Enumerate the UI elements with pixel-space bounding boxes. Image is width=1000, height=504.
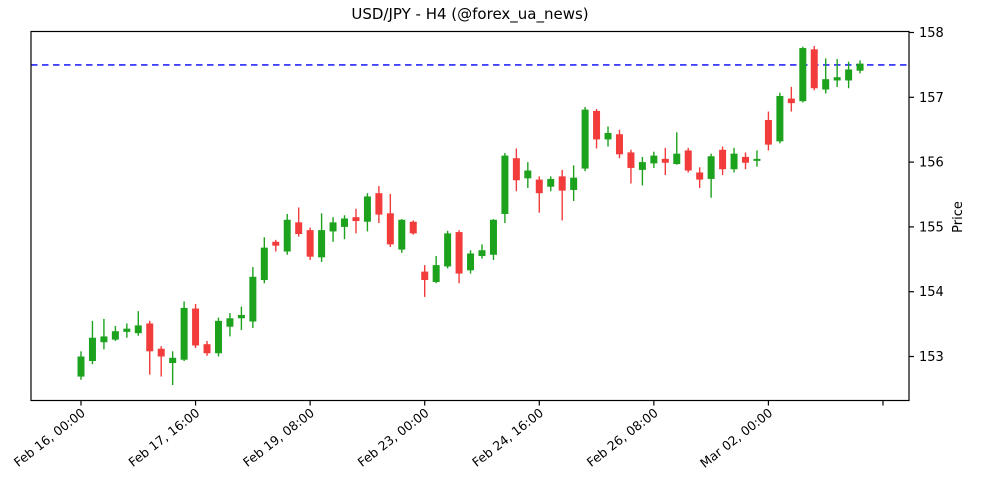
candle-body: [375, 193, 383, 215]
y-tick-label: 155: [919, 220, 944, 235]
candle-body: [444, 233, 452, 267]
candle-body: [226, 318, 234, 327]
candle-body: [650, 155, 658, 164]
candle-body: [306, 230, 314, 257]
x-tick-label: Feb 24, 16:00: [469, 405, 546, 470]
candle-body: [638, 162, 646, 170]
candle-body: [799, 48, 807, 102]
candle-body: [409, 221, 417, 234]
candle-body: [558, 176, 566, 191]
x-tick-label: Mar 02, 00:00: [697, 405, 775, 471]
candle-body: [856, 63, 864, 71]
candle-body: [329, 222, 337, 232]
x-tick-label: Feb 17, 16:00: [125, 405, 202, 470]
y-tick-label: 154: [919, 285, 944, 300]
candle-body: [822, 79, 830, 90]
candle-body: [157, 348, 165, 357]
candle-body: [272, 241, 280, 246]
candle-body: [169, 357, 177, 363]
candle-body: [363, 196, 371, 222]
x-tick-label: Feb 23, 00:00: [355, 405, 432, 470]
candle-body: [432, 265, 440, 282]
candle-body: [295, 222, 303, 235]
candle-body: [581, 109, 589, 169]
candle-body: [249, 276, 257, 322]
candle-body: [398, 219, 406, 250]
candle-body: [684, 150, 692, 171]
candle-body: [455, 232, 463, 274]
candle-body: [180, 307, 188, 360]
candle-body: [214, 320, 222, 354]
candle-body: [764, 119, 772, 145]
candle-body: [478, 250, 486, 257]
candle-body: [421, 271, 429, 281]
candle-body: [661, 158, 669, 163]
candle-body: [352, 217, 360, 222]
candle-body: [604, 132, 612, 140]
candle-body: [111, 331, 119, 340]
candle-body: [512, 158, 520, 181]
candle-body: [123, 328, 131, 332]
candle-body: [719, 149, 727, 170]
candle-body: [627, 152, 635, 168]
candle-body: [810, 49, 818, 89]
candle-body: [467, 253, 475, 271]
candle-body: [742, 156, 750, 163]
candle-body: [707, 156, 715, 179]
candle-body: [730, 153, 738, 170]
candle-body: [524, 170, 532, 179]
candle-body: [341, 218, 349, 227]
x-tick-label: Feb 26, 08:00: [584, 405, 661, 470]
plot-border: [30, 30, 910, 402]
candle-body: [134, 325, 142, 334]
candle-body: [696, 172, 704, 180]
candle-body: [489, 219, 497, 255]
candle-body: [776, 96, 784, 142]
x-tick-label: Feb 19, 08:00: [240, 405, 317, 470]
candle-body: [547, 178, 555, 187]
candle-body: [203, 344, 211, 354]
candle-body: [283, 219, 291, 252]
candle-body: [146, 323, 154, 352]
y-tick-label: 158: [919, 26, 944, 41]
candle-body: [593, 110, 601, 140]
candle-body: [570, 177, 578, 190]
candle-body: [787, 98, 795, 104]
candle-body: [88, 337, 96, 362]
candle-body: [845, 69, 853, 81]
y-axis-label: Price: [951, 201, 966, 233]
candle-body: [833, 77, 841, 81]
candle-body: [260, 247, 268, 281]
candle-body: [318, 230, 326, 258]
chart-title: USD/JPY - H4 (@forex_ua_news): [351, 5, 589, 23]
x-tick-label: Feb 16, 00:00: [11, 405, 88, 470]
y-tick-label: 157: [919, 91, 944, 106]
candle-body: [77, 356, 85, 377]
candle-body: [615, 134, 623, 155]
plot-background: [31, 31, 909, 401]
candle-body: [386, 213, 394, 245]
y-tick-label: 156: [919, 156, 944, 171]
candle-body: [237, 315, 245, 319]
candle-body: [673, 153, 681, 165]
candle-body: [192, 308, 200, 346]
candle-body: [753, 158, 761, 161]
candle-body: [535, 179, 543, 194]
y-tick-label: 153: [919, 350, 944, 365]
candle-body: [501, 155, 509, 214]
candle-body: [100, 336, 108, 343]
